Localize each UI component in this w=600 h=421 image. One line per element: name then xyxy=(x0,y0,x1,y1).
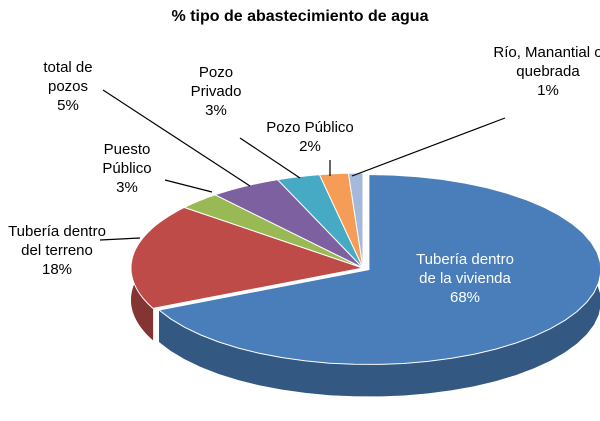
value-label: 5% xyxy=(57,97,79,114)
leader-line xyxy=(351,117,506,177)
category-label: total de pozos xyxy=(43,59,93,95)
value-label: 2% xyxy=(299,138,321,155)
slice-label: Tubería dentro de la vivienda 68% xyxy=(408,250,523,307)
slice xyxy=(130,206,365,309)
category-label: Pozo Público xyxy=(266,119,354,136)
value-label: 1% xyxy=(537,82,559,99)
slice xyxy=(182,194,364,269)
value-label: 3% xyxy=(205,102,227,119)
value-label: 68% xyxy=(449,289,481,306)
slice xyxy=(157,173,600,365)
slice xyxy=(318,172,364,269)
slice-label: Río, Manantial o quebrada 1% xyxy=(493,43,600,100)
category-label: Tubería dentro del terreno xyxy=(8,223,106,259)
leader-line xyxy=(102,89,251,187)
slice-label: Pozo Privado 3% xyxy=(179,63,253,120)
leader-line xyxy=(164,179,213,193)
slice-label: Pozo Público 2% xyxy=(255,118,365,156)
slice-label: Tubería dentro del terreno 18% xyxy=(7,222,107,279)
leader-line xyxy=(239,137,301,179)
leader-line xyxy=(99,237,141,241)
category-label: Puesto Público xyxy=(102,141,152,177)
slice-label: total de pozos 5% xyxy=(25,58,111,115)
value-label: 18% xyxy=(41,261,73,278)
slice xyxy=(213,179,364,269)
chart-title: % tipo de abastecimiento de agua xyxy=(171,8,429,25)
value-label: 3% xyxy=(116,179,138,196)
category-label: Río, Manantial o quebrada xyxy=(493,44,600,80)
slice-label: Puesto Público 3% xyxy=(87,140,167,197)
category-label: Pozo Privado xyxy=(190,64,242,100)
category-label: Tubería dentro de la vivienda xyxy=(416,251,514,287)
